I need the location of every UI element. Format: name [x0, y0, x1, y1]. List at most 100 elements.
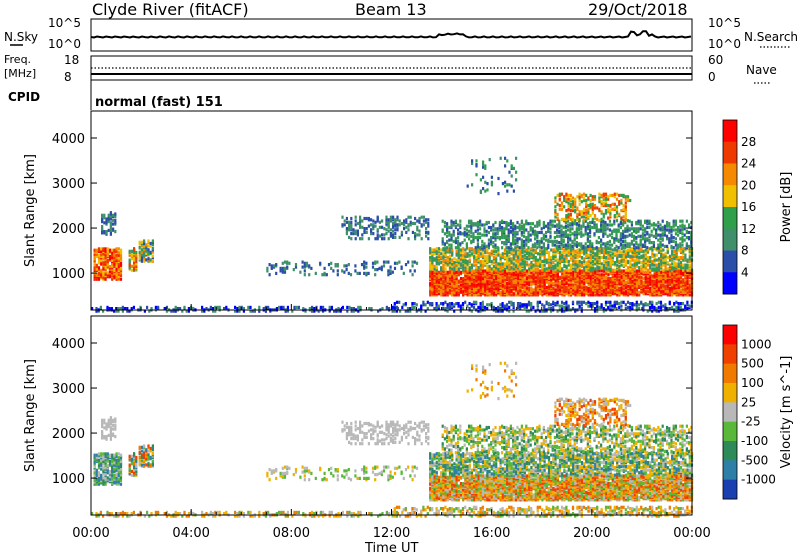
power-cell	[268, 263, 271, 267]
power-cell	[630, 223, 633, 227]
power-cell	[558, 259, 562, 263]
power-cell	[542, 233, 545, 237]
power-cell	[567, 223, 570, 227]
power-cell	[109, 227, 112, 231]
power-cell	[653, 256, 656, 260]
power-cell	[282, 305, 285, 309]
power-cell	[622, 269, 625, 273]
power-cell	[444, 285, 447, 289]
power-cell	[630, 239, 633, 243]
power-cell	[688, 279, 691, 283]
power-cell	[352, 309, 355, 313]
power-cell	[427, 221, 430, 226]
power-cell	[685, 229, 688, 233]
power-cell	[407, 260, 410, 264]
power-cell	[540, 227, 543, 231]
power-cell	[517, 283, 520, 287]
power-cell	[659, 233, 662, 237]
power-cell	[677, 277, 680, 281]
power-cell	[354, 215, 357, 219]
power-cell	[409, 223, 412, 227]
power-cell	[115, 247, 118, 251]
power-cell	[389, 215, 392, 219]
power-cell	[677, 271, 680, 276]
power-cell	[518, 223, 521, 227]
power-cell	[670, 233, 673, 237]
power-cell	[523, 249, 526, 253]
power-cell	[446, 256, 449, 260]
power-cell	[510, 283, 513, 287]
power-cell	[389, 271, 392, 275]
power-cell	[429, 250, 432, 255]
power-cell	[111, 253, 114, 257]
power-cell	[508, 250, 511, 255]
power-cell	[671, 269, 674, 273]
power-cell	[457, 284, 460, 288]
power-cell	[547, 256, 551, 260]
power-cell	[396, 215, 399, 219]
power-cell	[490, 278, 493, 282]
power-cell	[655, 280, 658, 284]
power-cell	[374, 268, 377, 272]
power-cell	[561, 250, 564, 255]
power-cell	[481, 223, 484, 227]
power-cell	[345, 232, 348, 236]
power-cell	[429, 293, 432, 297]
power-cell	[540, 239, 543, 243]
power-cell	[642, 277, 645, 281]
power-cell	[668, 263, 672, 267]
power-cell	[448, 263, 452, 267]
power-cell	[492, 223, 495, 227]
power-cell	[578, 250, 581, 255]
power-cell	[600, 256, 603, 260]
power-cell	[479, 223, 482, 227]
power-cell	[396, 261, 399, 265]
power-cell	[671, 293, 674, 297]
power-cell	[448, 225, 451, 230]
power-cell	[97, 277, 101, 281]
power-cell	[541, 284, 544, 288]
power-cell	[336, 263, 339, 267]
power-cell	[506, 262, 509, 266]
power-cell	[347, 263, 350, 267]
power-cell	[483, 244, 486, 248]
power-cell	[543, 250, 546, 255]
power-cell	[578, 248, 581, 252]
power-cell	[668, 283, 672, 287]
power-cell	[501, 225, 504, 230]
power-cell	[605, 258, 608, 262]
power-cell	[501, 262, 504, 266]
power-cell	[350, 216, 353, 221]
power-cell	[635, 258, 639, 262]
power-cell	[619, 238, 622, 242]
power-cell	[126, 309, 129, 313]
power-cell	[672, 236, 675, 240]
power-cell	[682, 293, 685, 297]
power-cell	[416, 233, 419, 237]
power-cell	[108, 248, 112, 252]
power-cell	[539, 282, 542, 286]
power-cell	[540, 230, 543, 235]
power-cell	[538, 230, 541, 235]
power-cell	[638, 282, 641, 286]
power-cell	[668, 290, 672, 294]
power-cell	[114, 218, 117, 222]
power-cell	[653, 253, 656, 257]
power-cell	[448, 282, 452, 286]
power-cell	[589, 279, 592, 283]
power-cell	[640, 269, 643, 273]
power-cell	[585, 278, 588, 282]
power-cell	[181, 309, 184, 313]
power-cell	[488, 268, 491, 272]
power-cell	[627, 284, 630, 288]
nsky-label: N.Sky	[4, 30, 38, 44]
power-cell	[622, 243, 625, 247]
power-cell	[463, 230, 466, 235]
power-cell	[392, 225, 395, 229]
power-cell	[607, 263, 610, 267]
power-cell	[484, 283, 487, 287]
power-cell	[205, 307, 208, 311]
power-cell	[547, 282, 551, 286]
power-cell	[629, 263, 632, 267]
power-cell	[333, 309, 336, 313]
